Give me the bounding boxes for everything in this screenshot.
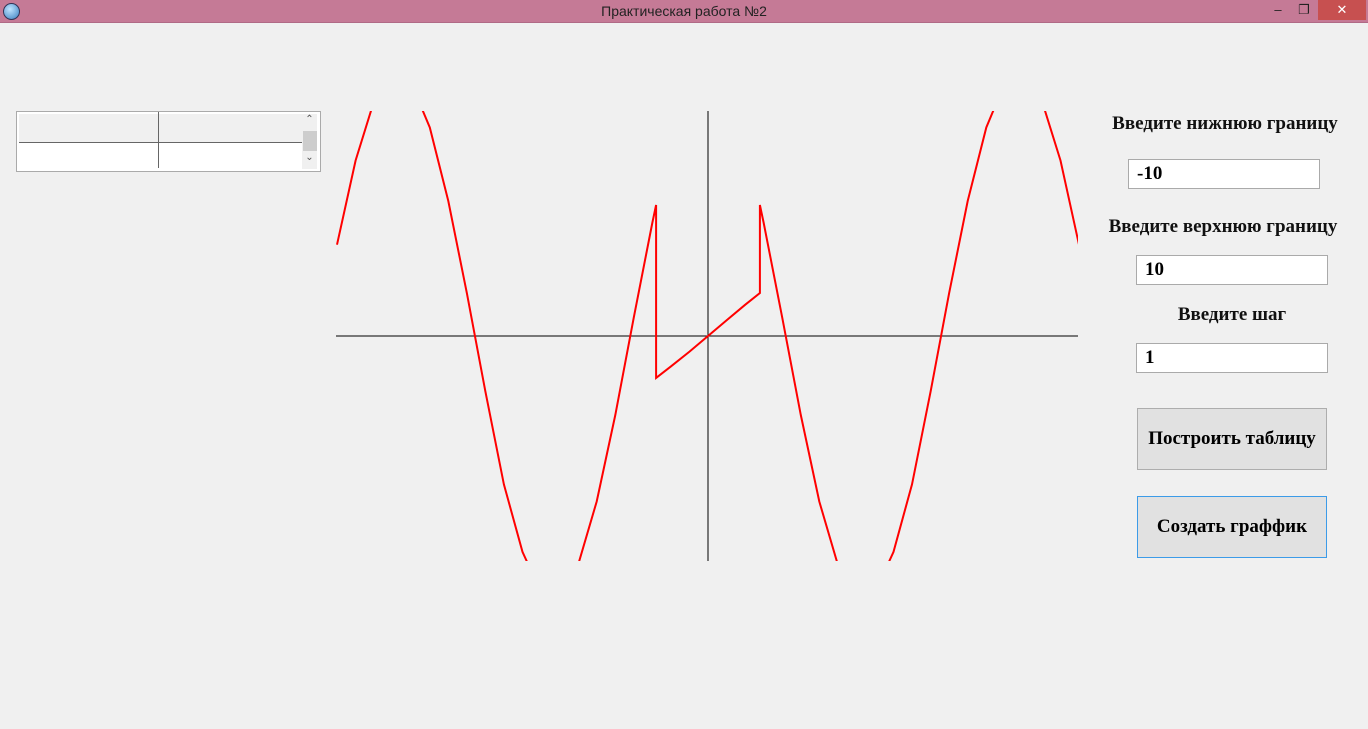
upper-bound-input[interactable]: 10 <box>1136 255 1328 285</box>
column-divider <box>158 112 159 168</box>
lower-bound-label: Введите нижнюю границу <box>1112 113 1338 134</box>
restore-button[interactable]: ❐ <box>1298 2 1310 17</box>
step-input[interactable]: 1 <box>1136 343 1328 373</box>
scroll-down-icon[interactable]: ⌄ <box>305 152 314 163</box>
scroll-thumb[interactable] <box>303 131 317 151</box>
step-label: Введите шаг <box>1177 304 1287 325</box>
window-title: Практическая работа №2 <box>601 3 767 19</box>
app-icon[interactable] <box>3 3 20 20</box>
table-header <box>19 114 302 143</box>
function-line <box>336 111 1078 561</box>
upper-bound-label: Введите верхнюю границу <box>1108 216 1338 237</box>
scroll-up-icon[interactable]: ⌃ <box>305 114 314 125</box>
title-bar: Практическая работа №2 – ❐ ✕ <box>0 0 1368 23</box>
table-scrollbar[interactable]: ⌃ ⌄ <box>302 114 317 169</box>
data-table[interactable]: ⌃ ⌄ <box>16 111 321 172</box>
create-chart-button[interactable]: Создать граффик <box>1137 496 1327 558</box>
build-table-button[interactable]: Построить таблицу <box>1137 408 1327 470</box>
close-button[interactable]: ✕ <box>1318 0 1366 20</box>
minimize-button[interactable]: – <box>1274 2 1282 17</box>
lower-bound-input[interactable]: -10 <box>1128 159 1320 189</box>
